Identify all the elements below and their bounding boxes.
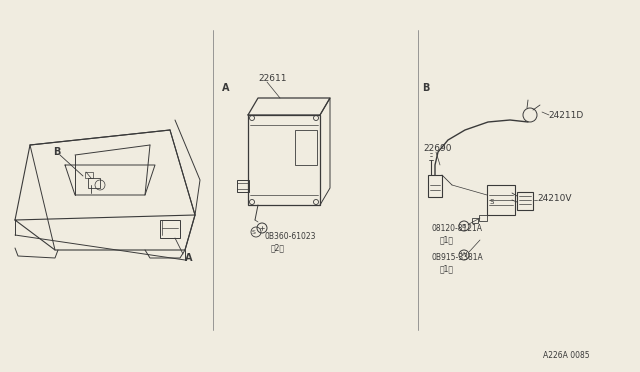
Bar	[517, 192, 533, 210]
Bar	[160, 220, 180, 238]
Bar	[479, 215, 487, 221]
Text: A: A	[222, 83, 230, 93]
Text: （1）: （1）	[440, 235, 454, 244]
Bar	[248, 115, 320, 205]
Bar	[295, 130, 317, 165]
Text: 0B915-3381A: 0B915-3381A	[432, 253, 484, 263]
Text: 08120-8121A: 08120-8121A	[432, 224, 483, 232]
Text: 22611: 22611	[258, 74, 287, 83]
Text: 24210V: 24210V	[537, 193, 572, 202]
Text: 24211D: 24211D	[548, 110, 583, 119]
Bar	[85, 172, 93, 178]
Text: （1）: （1）	[440, 264, 454, 273]
Bar	[428, 175, 442, 197]
Text: （2）: （2）	[271, 244, 285, 253]
Text: A226A 0085: A226A 0085	[543, 350, 589, 359]
Text: B: B	[53, 147, 60, 157]
Bar	[472, 218, 478, 223]
Text: 0B360-61023: 0B360-61023	[265, 231, 317, 241]
Text: 22690: 22690	[423, 144, 451, 153]
Text: S: S	[490, 199, 494, 205]
Bar	[237, 180, 249, 192]
Bar	[88, 178, 100, 188]
Text: B: B	[462, 224, 466, 228]
Text: B: B	[422, 83, 429, 93]
Bar	[487, 185, 515, 215]
Text: W: W	[461, 253, 467, 257]
Text: A: A	[185, 253, 193, 263]
Text: S: S	[252, 230, 256, 234]
